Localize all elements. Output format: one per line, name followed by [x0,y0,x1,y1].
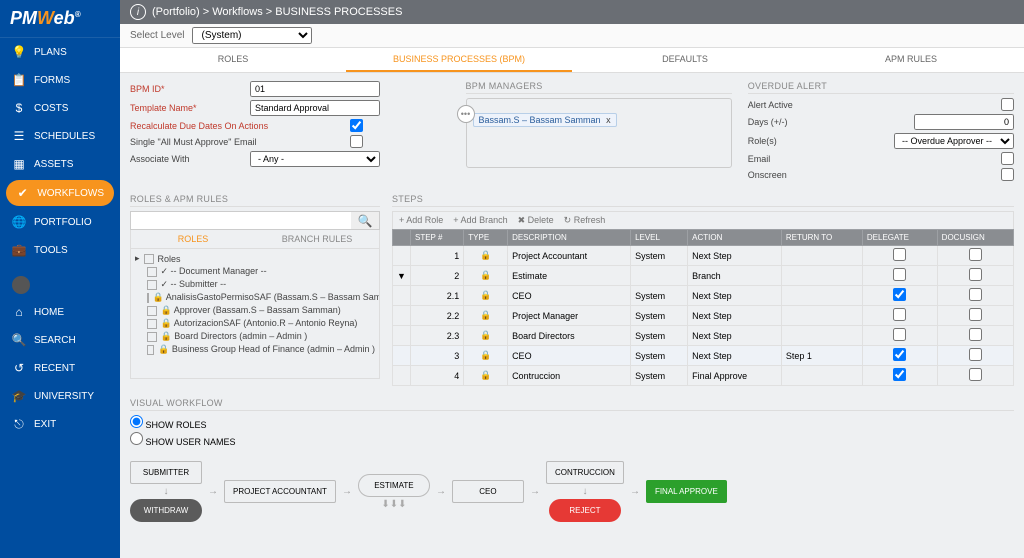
nav-university[interactable]: 🎓UNIVERSITY [0,382,120,410]
nav-icon: 🎓 [12,389,26,403]
nav-icon: ↺ [12,361,26,375]
recalc-label: Recalculate Due Dates On Actions [130,121,350,131]
days-input[interactable] [914,114,1014,130]
flow-reject[interactable]: REJECT [549,499,621,522]
add-branch-button[interactable]: + Add Branch [453,215,507,226]
nav-icon: ✔ [16,186,29,200]
assoc-label: Associate With [130,154,250,164]
breadcrumb-bar: i (Portfolio) > Workflows > BUSINESS PRO… [120,0,1024,24]
nav-icon: ▦ [12,157,26,171]
nav-icon: 🌐 [12,215,26,229]
nav-workflows[interactable]: ✔WORKFLOWS [6,180,114,206]
tree-item[interactable]: ▸ Roles [135,252,375,265]
alert-active-checkbox[interactable] [1001,98,1014,111]
show-users-radio[interactable]: SHOW USER NAMES [130,432,1014,447]
tree-item[interactable]: 🔒 Approver (Bassam.S – Bassam Samman) [135,304,375,317]
tabs: ROLESBUSINESS PROCESSES (BPM)DEFAULTSAPM… [120,48,1024,73]
select-level-label: Select Level [130,30,184,41]
template-label: Template Name* [130,103,250,113]
flow-submitter[interactable]: SUBMITTER [130,461,202,484]
nav-schedules[interactable]: ☰SCHEDULES [0,122,120,150]
tree-item[interactable]: 🔒 Board Directors (admin – Admin ) [135,330,375,343]
nav-icon: $ [12,101,26,115]
step-row[interactable]: 1🔒Project AccountantSystemNext Step [393,246,1014,266]
tree-item[interactable]: ✓ -- Submitter -- [135,278,375,291]
nav-search[interactable]: 🔍SEARCH [0,326,120,354]
roles-search-input[interactable] [131,212,351,229]
refresh-button[interactable]: ↻ Refresh [564,215,606,226]
nav-home[interactable]: ⌂HOME [0,298,120,326]
nav-assets[interactable]: ▦ASSETS [0,150,120,178]
nav-icon: 💼 [12,243,26,257]
step-row[interactable]: ▼2🔒EstimateBranch [393,266,1014,286]
info-icon[interactable]: i [130,4,146,20]
tree-item[interactable]: 🔒 Business Group Head of Finance (admin … [135,343,375,356]
nav-icon: 🔍 [12,333,26,347]
bpm-id-label: BPM ID* [130,84,250,94]
step-row[interactable]: 2.1🔒CEOSystemNext Step [393,286,1014,306]
step-row[interactable]: 2.3🔒Board DirectorsSystemNext Step [393,326,1014,346]
assoc-select[interactable]: - Any - [250,151,380,167]
delete-button[interactable]: ✖ Delete [518,215,554,226]
nav-icon: 📋 [12,73,26,87]
nav-tools[interactable]: 💼TOOLS [0,236,120,264]
tab-1[interactable]: BUSINESS PROCESSES (BPM) [346,48,572,72]
subtab-roles[interactable]: ROLES [131,230,255,248]
flow-pa[interactable]: PROJECT ACCOUNTANT [224,480,336,503]
show-roles-radio[interactable]: SHOW ROLES [130,415,1014,430]
manager-chip[interactable]: Bassam.S – Bassam Samman x [473,113,617,127]
overdue-roles-select[interactable]: -- Overdue Approver -- [894,133,1014,149]
tree-item[interactable]: 🔒 AnalisisGastoPermisoSAF (Bassam.S – Ba… [135,291,375,304]
steps-table: STEP #TYPEDESCRIPTIONLEVELACTIONRETURN T… [392,229,1014,386]
breadcrumb: (Portfolio) > Workflows > BUSINESS PROCE… [152,6,402,18]
search-icon[interactable]: 🔍 [351,212,379,229]
nav-icon: ⌂ [12,305,26,319]
template-input[interactable] [250,100,380,116]
tree-item[interactable]: ✓ -- Document Manager -- [135,265,375,278]
single-label: Single "All Must Approve" Email [130,137,350,147]
subtab-branch[interactable]: BRANCH RULES [255,230,379,248]
steps-head: STEPS [392,194,1014,207]
bpm-id-input[interactable] [250,81,380,97]
nav-portfolio[interactable]: 🌐PORTFOLIO [0,208,120,236]
step-row[interactable]: 4🔒ContruccionSystemFinal Approve [393,366,1014,386]
chip-remove[interactable]: x [606,115,611,125]
tab-3[interactable]: APM RULES [798,48,1024,72]
nav-icon: 💡 [12,45,26,59]
avatar[interactable] [12,276,30,294]
roles-rules-head: ROLES & APM RULES [130,194,380,207]
flow-con[interactable]: CONTRUCCION [546,461,624,484]
dots-icon[interactable]: ••• [457,105,475,123]
step-row[interactable]: 3🔒CEOSystemNext StepStep 1 [393,346,1014,366]
nav-icon: ⎋ [12,417,26,431]
nav-forms[interactable]: 📋FORMS [0,66,120,94]
overdue-email-checkbox[interactable] [1001,152,1014,165]
sidebar: PMWeb® 💡PLANS📋FORMS$COSTS☰SCHEDULES▦ASSE… [0,0,120,558]
single-checkbox[interactable] [350,135,363,148]
nav-costs[interactable]: $COSTS [0,94,120,122]
nav-recent[interactable]: ↺RECENT [0,354,120,382]
flow-ceo[interactable]: CEO [452,480,524,503]
select-level[interactable]: (System) [192,27,312,44]
tab-2[interactable]: DEFAULTS [572,48,798,72]
nav-plans[interactable]: 💡PLANS [0,38,120,66]
visual-head: VISUAL WORKFLOW [130,398,1014,411]
flow-estimate[interactable]: ESTIMATE [358,474,430,497]
add-role-button[interactable]: + Add Role [399,215,443,226]
bpm-managers-head: BPM MANAGERS [466,81,732,94]
tree-item[interactable]: 🔒 AutorizacionSAF (Antonio.R – Antonio R… [135,317,375,330]
roles-tree[interactable]: ▸ Roles ✓ -- Document Manager -- ✓ -- Su… [130,249,380,379]
tab-0[interactable]: ROLES [120,48,346,72]
recalc-checkbox[interactable] [350,119,363,132]
step-row[interactable]: 2.2🔒Project ManagerSystemNext Step [393,306,1014,326]
logo: PMWeb® [0,0,120,38]
flow-withdraw[interactable]: WITHDRAW [130,499,202,522]
bpm-managers-box: ••• Bassam.S – Bassam Samman x [466,98,732,168]
nav-icon: ☰ [12,129,26,143]
overdue-head: OVERDUE ALERT [748,81,1014,94]
overdue-onscreen-checkbox[interactable] [1001,168,1014,181]
flow-final[interactable]: FINAL APPROVE [646,480,727,503]
nav-exit[interactable]: ⎋EXIT [0,410,120,438]
